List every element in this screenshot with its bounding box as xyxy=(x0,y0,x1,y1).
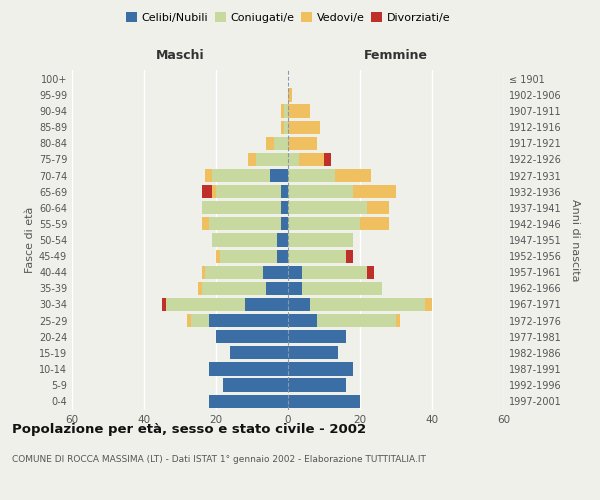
Bar xyxy=(324,153,331,166)
Bar xyxy=(248,153,256,166)
Bar xyxy=(166,298,245,311)
Y-axis label: Fasce di età: Fasce di età xyxy=(25,207,35,273)
Bar xyxy=(216,250,220,262)
Bar xyxy=(281,185,288,198)
Bar xyxy=(281,218,288,230)
Bar xyxy=(288,104,310,118)
Bar xyxy=(223,378,288,392)
Bar xyxy=(209,314,288,327)
Bar xyxy=(281,120,284,134)
Bar xyxy=(202,185,212,198)
Bar xyxy=(205,266,263,279)
Bar xyxy=(202,266,205,279)
Bar xyxy=(288,250,346,262)
Bar xyxy=(396,314,400,327)
Bar xyxy=(288,362,353,376)
Bar xyxy=(266,136,274,150)
Y-axis label: Anni di nascita: Anni di nascita xyxy=(570,198,580,281)
Text: Popolazione per età, sesso e stato civile - 2002: Popolazione per età, sesso e stato civil… xyxy=(12,422,366,436)
Bar xyxy=(205,169,212,182)
Bar xyxy=(274,136,288,150)
Bar xyxy=(209,362,288,376)
Bar xyxy=(270,169,288,182)
Bar xyxy=(288,201,367,214)
Bar xyxy=(288,136,317,150)
Bar xyxy=(202,282,266,295)
Bar xyxy=(288,314,317,327)
Bar xyxy=(198,282,202,295)
Legend: Celibi/Nubili, Coniugati/e, Vedovi/e, Divorziati/e: Celibi/Nubili, Coniugati/e, Vedovi/e, Di… xyxy=(121,8,455,28)
Bar xyxy=(288,394,360,407)
Bar xyxy=(288,120,320,134)
Bar xyxy=(302,282,382,295)
Bar xyxy=(288,153,299,166)
Bar xyxy=(288,218,360,230)
Bar xyxy=(288,88,292,102)
Bar xyxy=(209,394,288,407)
Bar xyxy=(187,314,191,327)
Text: Maschi: Maschi xyxy=(155,49,205,62)
Bar xyxy=(299,153,324,166)
Bar xyxy=(202,218,209,230)
Bar xyxy=(284,104,288,118)
Bar xyxy=(162,298,166,311)
Bar xyxy=(277,250,288,262)
Text: COMUNE DI ROCCA MASSIMA (LT) - Dati ISTAT 1° gennaio 2002 - Elaborazione TUTTITA: COMUNE DI ROCCA MASSIMA (LT) - Dati ISTA… xyxy=(12,455,426,464)
Bar xyxy=(209,218,281,230)
Bar xyxy=(216,330,288,344)
Bar xyxy=(346,250,353,262)
Bar xyxy=(288,234,353,246)
Bar xyxy=(216,185,281,198)
Bar xyxy=(212,185,216,198)
Bar xyxy=(288,185,353,198)
Bar xyxy=(367,201,389,214)
Bar xyxy=(191,314,209,327)
Bar xyxy=(284,120,288,134)
Bar xyxy=(281,104,284,118)
Bar xyxy=(212,169,270,182)
Bar xyxy=(317,314,396,327)
Bar xyxy=(288,298,310,311)
Bar xyxy=(302,266,367,279)
Bar xyxy=(353,185,396,198)
Bar xyxy=(288,330,346,344)
Bar xyxy=(281,201,288,214)
Bar xyxy=(360,218,389,230)
Text: Femmine: Femmine xyxy=(364,49,428,62)
Bar xyxy=(277,234,288,246)
Bar xyxy=(425,298,432,311)
Bar xyxy=(266,282,288,295)
Bar xyxy=(335,169,371,182)
Bar xyxy=(288,346,338,360)
Bar xyxy=(288,378,346,392)
Bar xyxy=(367,266,374,279)
Bar xyxy=(288,169,335,182)
Bar xyxy=(310,298,425,311)
Bar xyxy=(245,298,288,311)
Bar xyxy=(220,250,277,262)
Bar xyxy=(288,282,302,295)
Bar xyxy=(212,234,277,246)
Bar xyxy=(256,153,288,166)
Bar xyxy=(202,201,281,214)
Bar xyxy=(263,266,288,279)
Bar xyxy=(288,266,302,279)
Bar xyxy=(230,346,288,360)
